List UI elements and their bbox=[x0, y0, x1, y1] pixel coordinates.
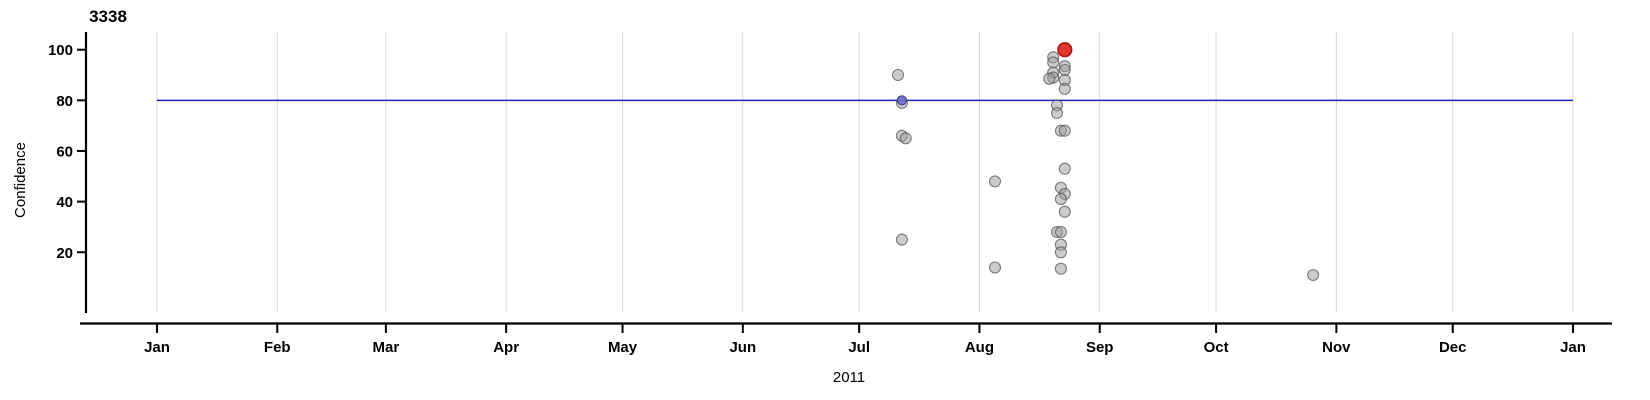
x-tick-label: Dec bbox=[1439, 339, 1467, 356]
data-point[interactable] bbox=[1054, 262, 1067, 275]
y-tick-label: 40 bbox=[56, 194, 73, 211]
data-point[interactable] bbox=[1054, 193, 1067, 206]
data-point[interactable] bbox=[1058, 82, 1071, 95]
x-tick-label: Nov bbox=[1322, 339, 1351, 356]
x-tick-label: Oct bbox=[1204, 339, 1229, 356]
data-point[interactable] bbox=[1047, 56, 1060, 69]
x-tick-label: Jun bbox=[729, 339, 756, 356]
data-point[interactable] bbox=[1050, 106, 1064, 120]
scatter-points bbox=[891, 42, 1320, 282]
y-tick-label: 20 bbox=[56, 245, 73, 262]
x-tick-label: May bbox=[608, 339, 638, 356]
y-tick-label: 60 bbox=[56, 143, 73, 160]
data-point[interactable] bbox=[1054, 225, 1067, 239]
data-point[interactable] bbox=[1058, 205, 1071, 218]
y-tick-label: 100 bbox=[48, 42, 73, 59]
data-point[interactable] bbox=[1054, 246, 1067, 259]
x-tick-label: Sep bbox=[1086, 339, 1114, 356]
data-point[interactable] bbox=[899, 132, 912, 145]
x-axis-ticks: Jan Feb Mar Apr May Jun Jul Aug Sep Oct Nov Dec Jan bbox=[144, 324, 1586, 356]
data-point[interactable] bbox=[1043, 72, 1056, 85]
data-point[interactable] bbox=[1307, 268, 1320, 282]
data-point[interactable] bbox=[891, 68, 905, 82]
data-point[interactable] bbox=[988, 175, 1002, 188]
chart-title: 3338 bbox=[89, 7, 127, 26]
x-tick-label: Mar bbox=[373, 339, 400, 356]
x-tick-label: Apr bbox=[493, 339, 519, 356]
highlighted-point-blue[interactable] bbox=[896, 95, 908, 106]
x-tick-label: Feb bbox=[264, 339, 291, 356]
data-point[interactable] bbox=[1058, 63, 1071, 77]
x-tick-label: Aug bbox=[965, 339, 994, 356]
data-point[interactable] bbox=[1058, 162, 1071, 175]
y-axis-title: Confidence bbox=[12, 142, 29, 218]
x-tick-label: Jan bbox=[144, 339, 170, 356]
x-tick-label: Jul bbox=[848, 339, 870, 356]
data-point[interactable] bbox=[988, 261, 1002, 274]
gridlines bbox=[156, 32, 1574, 312]
highlighted-point-red[interactable] bbox=[1057, 42, 1073, 58]
data-point[interactable] bbox=[895, 233, 908, 246]
x-axis-title: 2011 bbox=[833, 369, 865, 386]
y-axis-ticks: 20 40 60 80 100 bbox=[48, 42, 85, 262]
data-point[interactable] bbox=[1058, 124, 1071, 137]
x-tick-label: Jan bbox=[1560, 339, 1586, 356]
y-tick-label: 80 bbox=[56, 93, 73, 110]
